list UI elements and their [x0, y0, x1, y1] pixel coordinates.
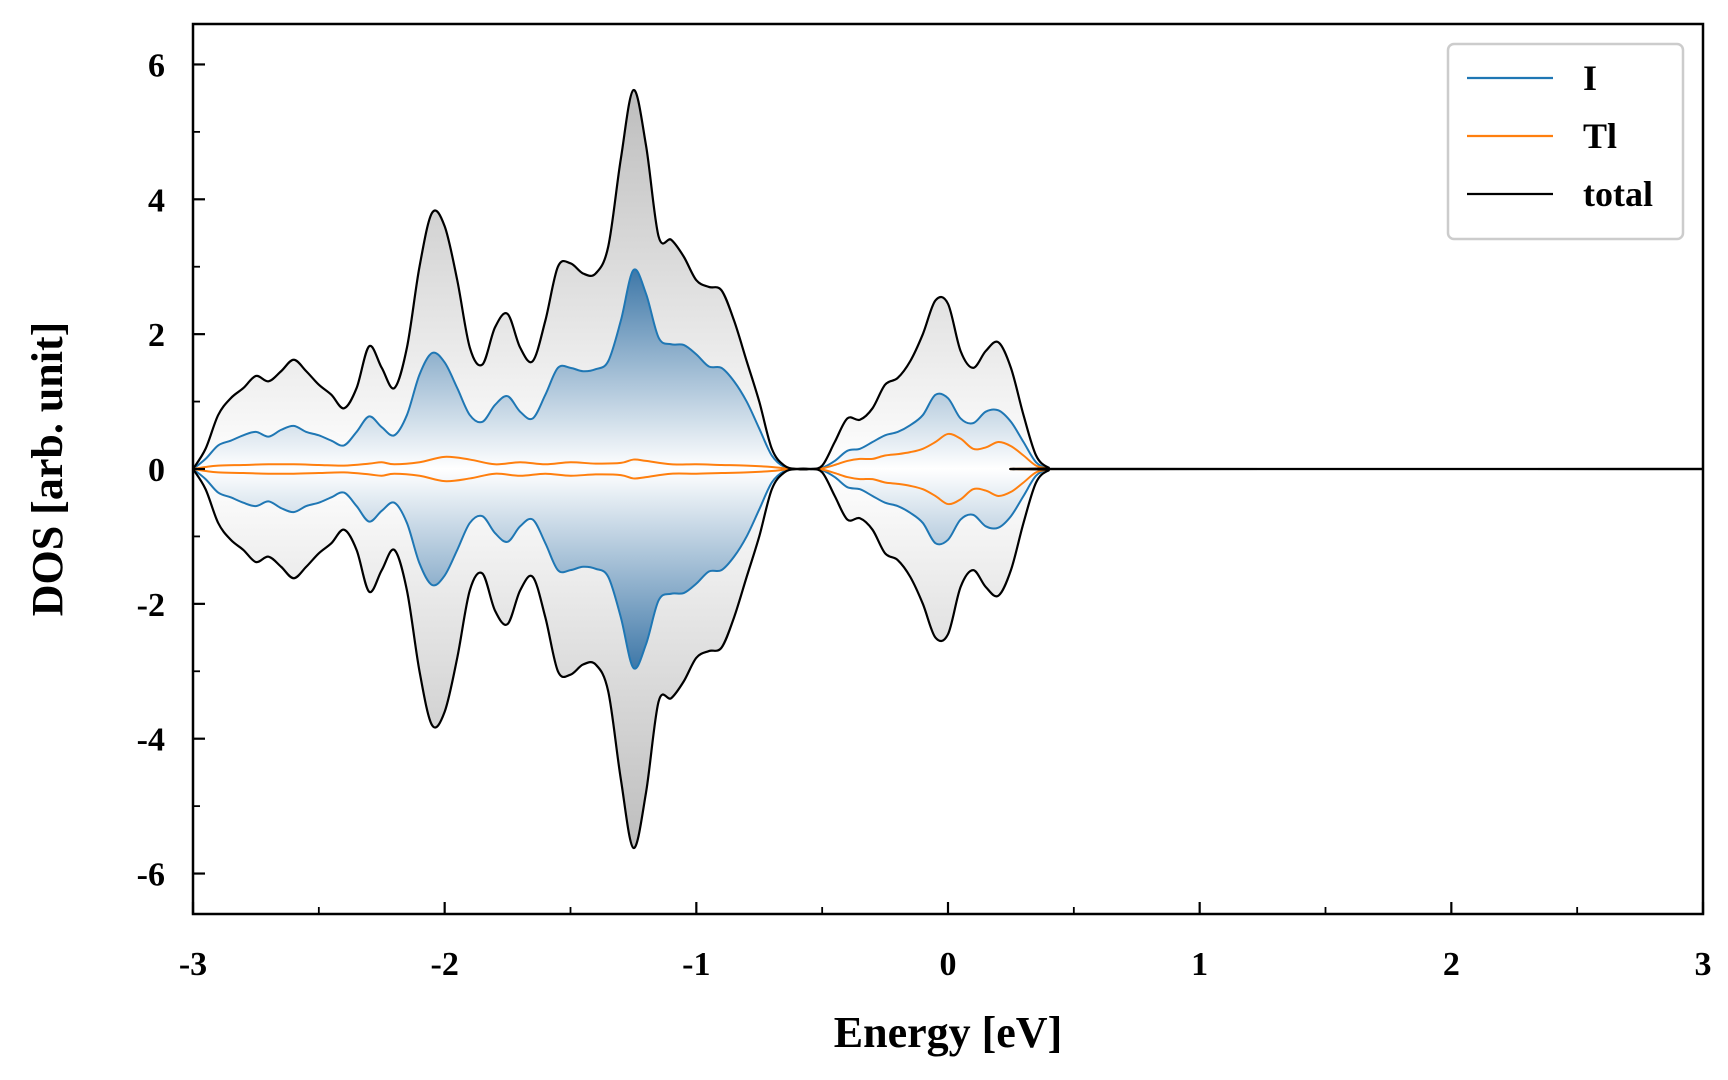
series-tl-down-line: [193, 467, 1703, 506]
y-tick-label: -2: [137, 587, 165, 624]
y-tick-label: 0: [148, 452, 165, 489]
series-i-up-line: [193, 268, 1703, 471]
y-axis-title: DOS [arb. unit]: [23, 322, 72, 617]
y-tick-label: -4: [137, 722, 165, 759]
x-tick-label: -2: [431, 946, 459, 983]
x-tick-label: 2: [1443, 946, 1460, 983]
legend: I Tl total: [1446, 42, 1685, 241]
series-tl-up-line: [193, 432, 1703, 471]
y-tick-label: -6: [137, 857, 165, 894]
x-tick-label: 3: [1695, 946, 1712, 983]
legend-frame: [1446, 42, 1685, 241]
y-tick-label: 2: [148, 317, 165, 354]
x-tick-label: -3: [179, 946, 207, 983]
series-i-down-line: [193, 467, 1703, 670]
y-tick-label: 6: [148, 47, 165, 84]
x-tick-label: 0: [940, 946, 957, 983]
series-total-up-line: [193, 88, 1703, 471]
i-fill-down: [193, 468, 1703, 669]
x-axis-title: Energy [eV]: [834, 1008, 1063, 1057]
series-total-down-line: [193, 467, 1703, 850]
legend-label-i: I: [1583, 58, 1597, 98]
i-fill-up: [193, 269, 1703, 470]
y-tick-label: 4: [148, 182, 165, 219]
x-tick-label: -1: [682, 946, 710, 983]
legend-label-total: total: [1583, 174, 1653, 214]
x-tick-label: 1: [1191, 946, 1208, 983]
legend-label-tl: Tl: [1583, 116, 1617, 156]
